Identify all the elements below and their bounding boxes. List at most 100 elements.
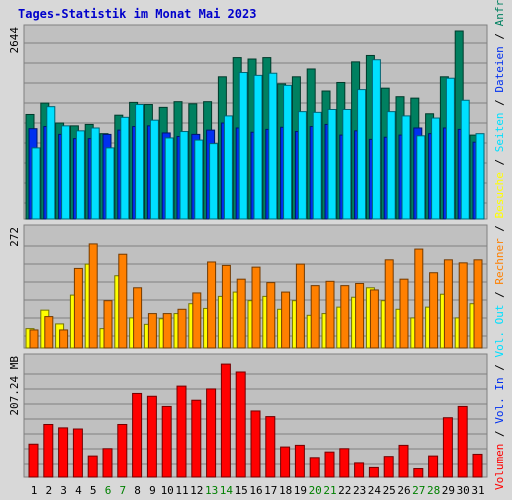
legend-separator: / — [493, 26, 506, 46]
bar-seiten-day-30 — [460, 99, 470, 220]
bar-volumen-day-29 — [442, 417, 453, 478]
day-label-17: 17 — [264, 484, 277, 497]
bar-seiten-day-27 — [416, 135, 426, 220]
bar-volumen-day-15 — [235, 371, 246, 478]
bar-seiten-day-7 — [120, 116, 130, 220]
bar-rechner-day-28 — [429, 272, 439, 349]
bar-volumen-day-31 — [472, 453, 483, 478]
bar-volumen-day-3 — [58, 427, 69, 478]
bar-seiten-day-17 — [268, 72, 278, 220]
bar-volumen-day-5 — [87, 455, 98, 478]
bar-seiten-day-16 — [253, 74, 263, 220]
bar-seiten-day-15 — [238, 72, 248, 220]
legend-separator: / — [493, 285, 506, 305]
bar-seiten-day-12 — [194, 139, 204, 220]
bar-rechner-day-13 — [207, 261, 217, 349]
day-label-15: 15 — [235, 484, 248, 497]
day-label-1: 1 — [31, 484, 38, 497]
bar-seiten-day-31 — [475, 133, 485, 220]
bar-rechner-day-26 — [399, 278, 409, 349]
legend-volout: Vol. Out — [493, 305, 506, 358]
bar-volumen-day-11 — [176, 385, 187, 478]
bar-rechner-day-7 — [118, 253, 128, 349]
bar-volumen-day-2 — [43, 423, 54, 478]
legend-separator: / — [493, 152, 506, 172]
bar-volumen-day-21 — [324, 451, 335, 478]
bar-rechner-day-18 — [281, 291, 291, 349]
day-label-14: 14 — [220, 484, 234, 497]
bar-rechner-day-27 — [414, 248, 424, 349]
day-label-31: 31 — [471, 484, 484, 497]
bar-volumen-day-20 — [309, 457, 320, 478]
page-title: Tages-Statistik im Monat Mai 2023 — [18, 7, 257, 21]
day-label-4: 4 — [75, 484, 82, 497]
day-label-22: 22 — [338, 484, 351, 497]
day-label-30: 30 — [457, 484, 470, 497]
day-label-16: 16 — [249, 484, 262, 497]
bar-rechner-day-30 — [458, 262, 468, 349]
legend-separator: / — [493, 218, 506, 238]
bar-rechner-day-23 — [355, 282, 365, 349]
bar-rechner-day-14 — [221, 264, 231, 349]
day-label-18: 18 — [279, 484, 292, 497]
legend-volin: Vol. In — [493, 377, 506, 423]
day-label-19: 19 — [294, 484, 307, 497]
legend-volumen: Volumen — [493, 444, 506, 490]
bar-seiten-day-24 — [371, 59, 381, 220]
bar-seiten-day-11 — [179, 131, 189, 220]
bar-rechner-day-25 — [384, 259, 394, 349]
bar-rechner-day-19 — [295, 263, 305, 349]
bar-seiten-day-29 — [445, 77, 455, 220]
bar-seiten-day-19 — [297, 111, 307, 220]
day-label-5: 5 — [90, 484, 97, 497]
day-label-29: 29 — [442, 484, 455, 497]
bar-volumen-day-24 — [368, 466, 379, 478]
bar-rechner-day-12 — [192, 292, 202, 349]
bar-volumen-day-9 — [146, 395, 157, 478]
bar-rechner-day-9 — [147, 313, 157, 349]
legend-rechner: Rechner — [493, 238, 506, 285]
day-label-7: 7 — [119, 484, 126, 497]
bar-seiten-day-9 — [149, 119, 159, 220]
day-label-13: 13 — [205, 484, 218, 497]
legend-separator: / — [493, 424, 506, 444]
bar-volumen-day-8 — [132, 392, 143, 478]
bar-rechner-day-31 — [473, 259, 483, 349]
bar-volumen-day-27 — [413, 468, 424, 478]
bar-volumen-day-4 — [72, 428, 83, 478]
bar-rechner-day-17 — [266, 282, 276, 349]
bar-rechner-day-3 — [59, 329, 69, 349]
bar-volumen-day-7 — [117, 423, 128, 478]
day-label-9: 9 — [149, 484, 156, 497]
legend-anfragen: Anfragen — [493, 0, 506, 26]
bar-rechner-day-8 — [133, 287, 143, 349]
bar-rechner-day-10 — [162, 313, 172, 349]
bar-volumen-day-16 — [250, 410, 261, 478]
bar-seiten-day-25 — [386, 111, 396, 220]
bar-seiten-day-20 — [312, 111, 322, 220]
bar-seiten-day-4 — [75, 130, 85, 220]
legend-separator: / — [493, 358, 506, 378]
bar-volumen-day-18 — [280, 446, 291, 478]
bar-volumen-day-26 — [398, 444, 409, 478]
bar-seiten-day-1 — [31, 147, 41, 220]
day-label-20: 20 — [309, 484, 322, 497]
day-label-28: 28 — [427, 484, 440, 497]
bar-seiten-day-13 — [209, 143, 219, 220]
bar-rechner-day-4 — [73, 267, 83, 349]
bar-seiten-day-22 — [342, 108, 352, 220]
bar-volumen-day-28 — [428, 455, 439, 478]
bar-seiten-day-2 — [46, 106, 56, 220]
day-label-23: 23 — [353, 484, 366, 497]
bar-seiten-day-26 — [401, 115, 411, 220]
bar-seiten-day-23 — [357, 89, 367, 220]
bar-rechner-day-2 — [44, 316, 54, 349]
day-label-24: 24 — [368, 484, 382, 497]
bar-rechner-day-21 — [325, 280, 335, 349]
day-label-3: 3 — [60, 484, 67, 497]
bar-rechner-day-11 — [177, 308, 187, 349]
day-label-11: 11 — [175, 484, 188, 497]
day-label-26: 26 — [397, 484, 410, 497]
